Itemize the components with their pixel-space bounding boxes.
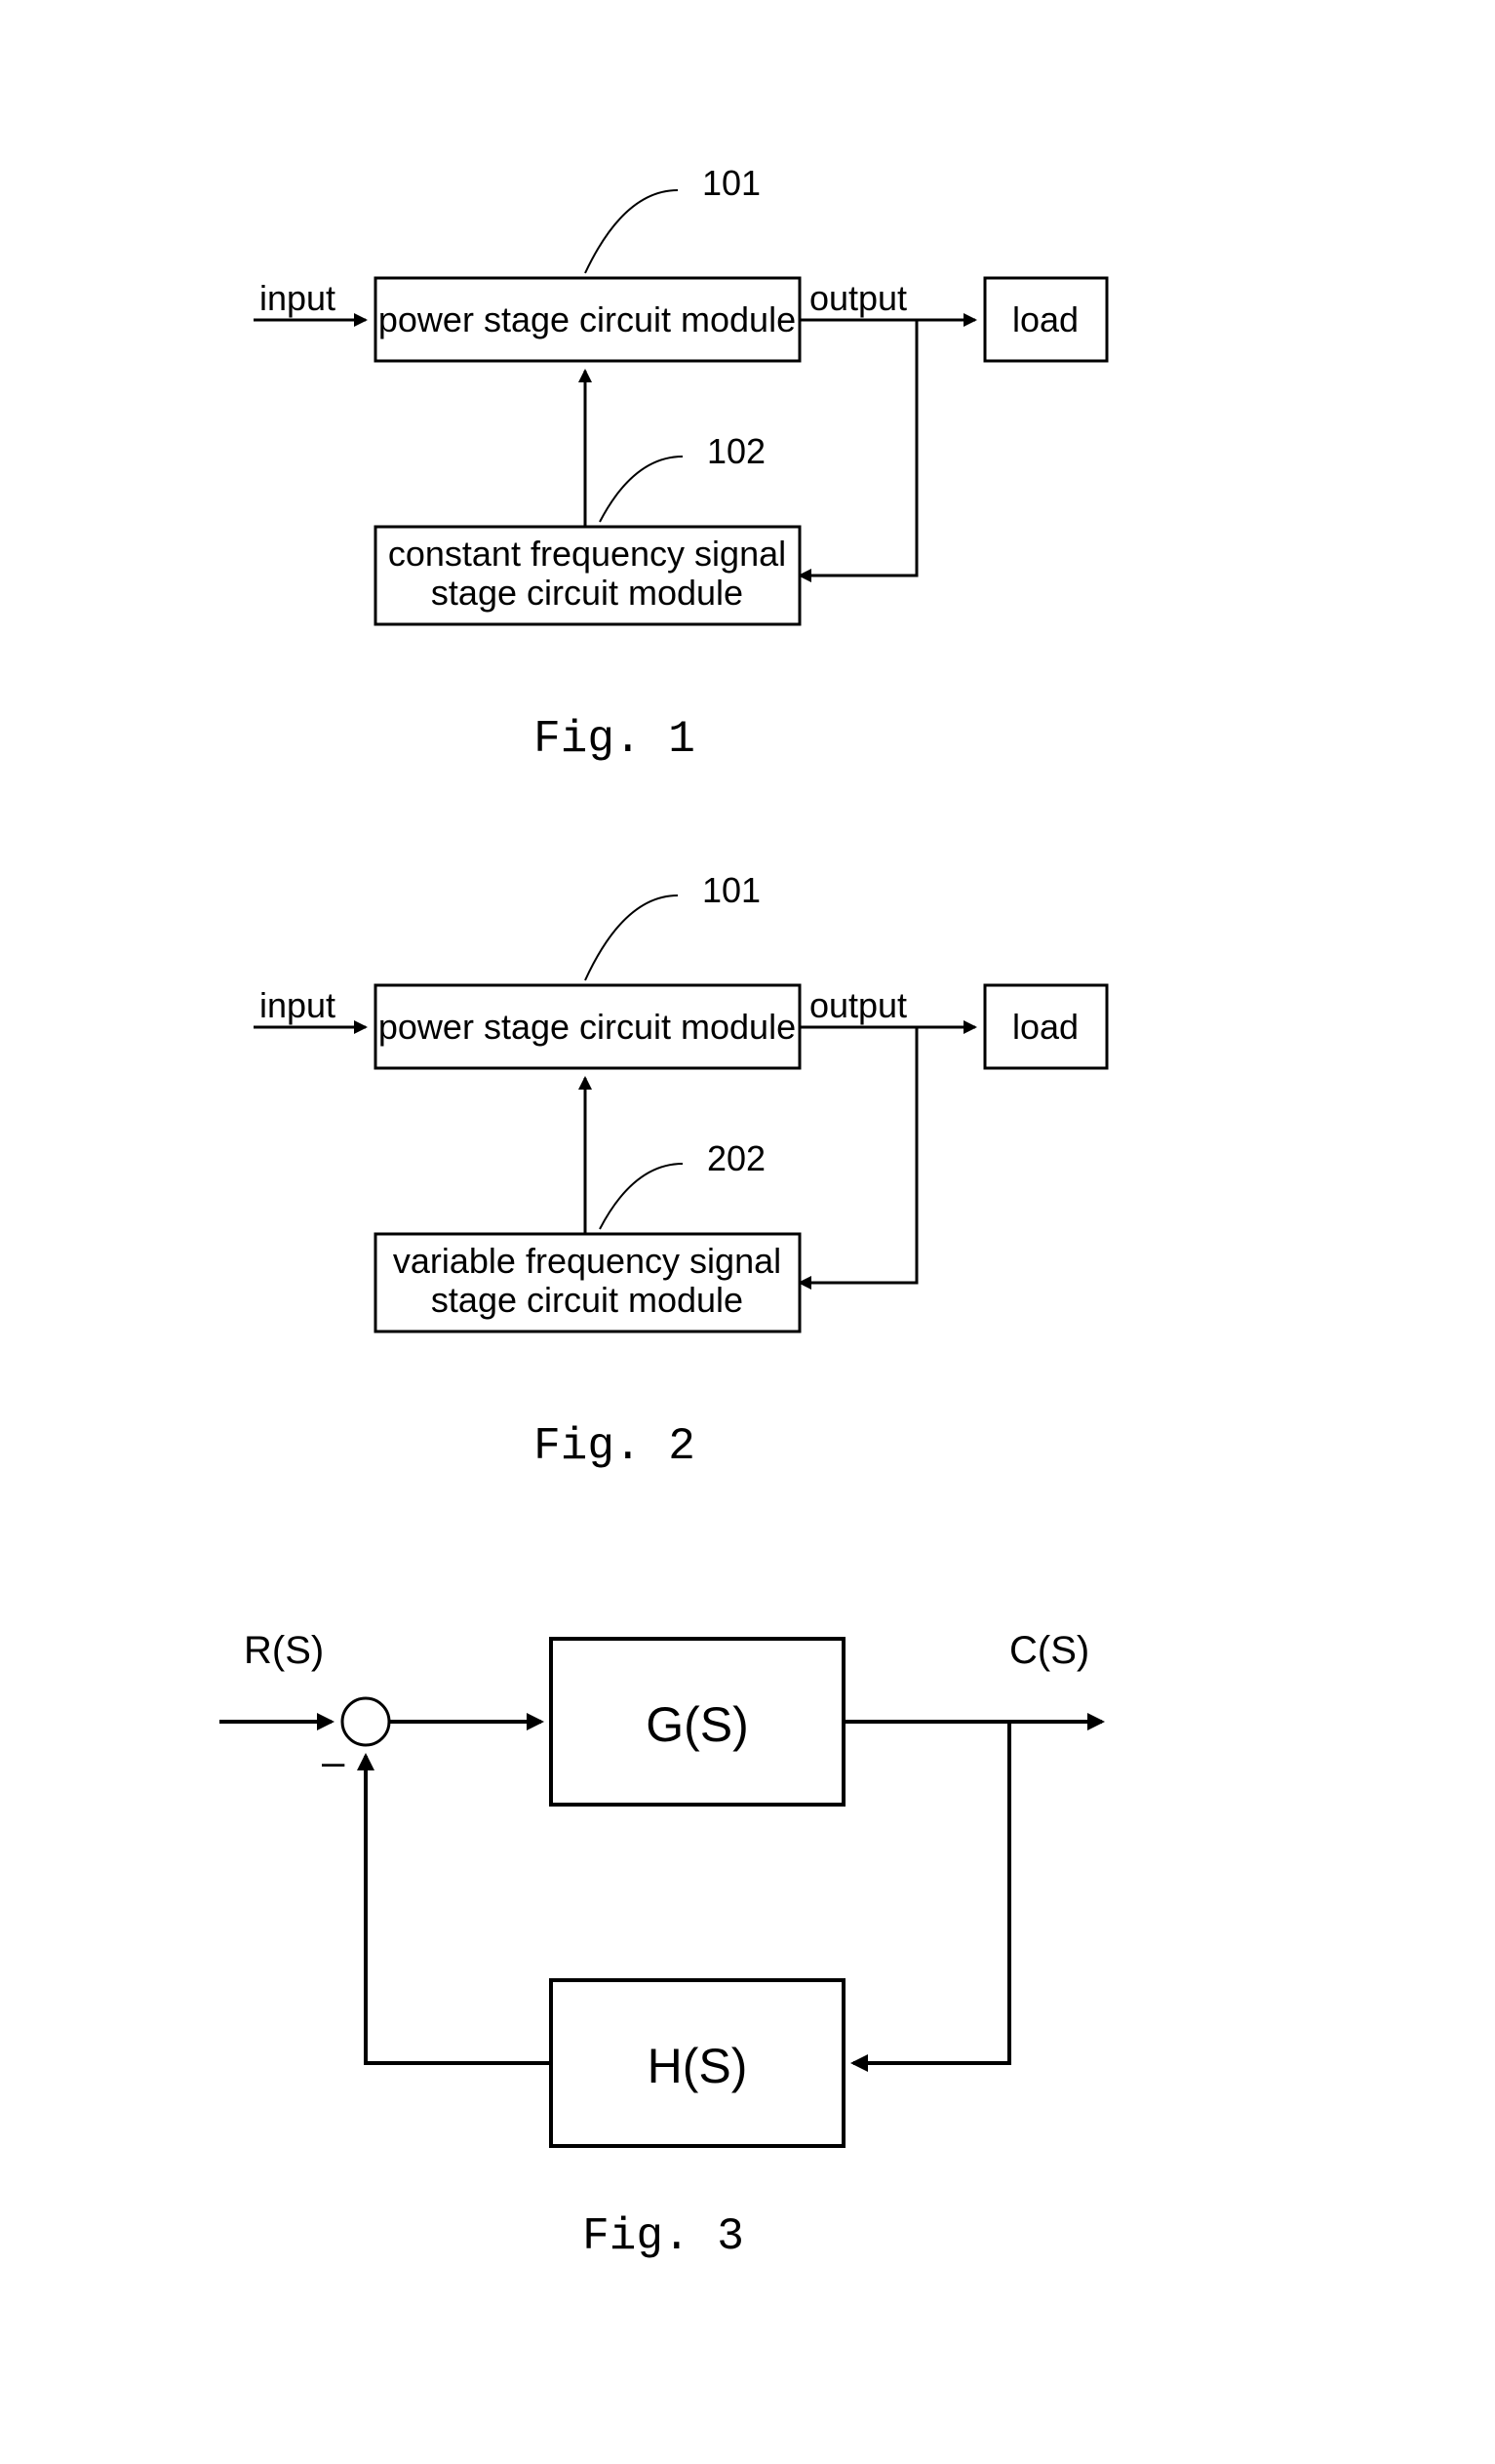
fig2-ref101-text: 101 [702, 870, 761, 910]
fig1: input power stage circuit module 101 out… [254, 163, 1107, 765]
fig2-ref202-curve [600, 1164, 683, 1229]
fig3-out-down-line [853, 1722, 1009, 2063]
fig1-feedback-line [800, 320, 917, 576]
diagram-canvas: input power stage circuit module 101 out… [0, 0, 1495, 2464]
fig2-signal-box-line2: stage circuit module [431, 1280, 743, 1320]
fig3-minus-label: – [322, 1738, 345, 1784]
fig2-signal-box-line1: variable frequency signal [393, 1241, 781, 1281]
fig2-ref101-curve [585, 895, 678, 980]
fig1-load-box-label: load [1012, 299, 1079, 339]
fig2: input power stage circuit module 101 out… [254, 870, 1107, 1472]
fig1-signal-box-line2: stage circuit module [431, 573, 743, 613]
fig2-input-label: input [259, 985, 335, 1025]
fig2-output-label: output [809, 985, 907, 1025]
fig1-ref101-text: 101 [702, 163, 761, 203]
fig3-g-box-label: G(S) [646, 1697, 749, 1752]
fig2-power-box-label: power stage circuit module [378, 1007, 796, 1047]
fig1-ref102-text: 102 [707, 431, 766, 471]
fig3-h-box-label: H(S) [648, 2039, 748, 2093]
fig3: R(S) – G(S) C(S) H(S) Fig. 3 [219, 1629, 1102, 2262]
fig3-summing-junction [342, 1698, 389, 1745]
fig2-ref202-text: 202 [707, 1138, 766, 1178]
fig2-load-box-label: load [1012, 1007, 1079, 1047]
fig1-signal-box-line1: constant frequency signal [388, 534, 786, 574]
fig1-output-label: output [809, 278, 907, 318]
fig1-caption: Fig. 1 [533, 714, 695, 765]
fig3-caption: Fig. 3 [582, 2211, 744, 2262]
fig3-rs-label: R(S) [244, 1629, 324, 1672]
fig1-power-box-label: power stage circuit module [378, 299, 796, 339]
fig1-ref101-curve [585, 190, 678, 273]
fig3-h-to-sum-line [366, 1756, 551, 2063]
fig3-cs-label: C(S) [1009, 1629, 1089, 1672]
fig2-caption: Fig. 2 [533, 1421, 695, 1472]
fig1-ref102-curve [600, 457, 683, 522]
fig1-input-label: input [259, 278, 335, 318]
fig2-feedback-line [800, 1027, 917, 1283]
